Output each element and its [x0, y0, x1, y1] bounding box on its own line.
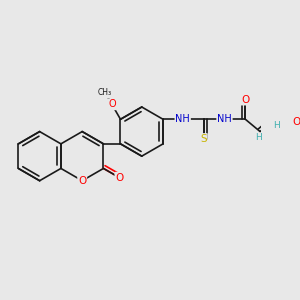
Text: O: O: [115, 172, 124, 183]
Text: H: H: [256, 133, 262, 142]
Text: O: O: [292, 117, 300, 127]
Text: O: O: [101, 88, 109, 98]
Text: O: O: [78, 176, 86, 186]
Text: O: O: [108, 99, 116, 110]
Text: CH₃: CH₃: [98, 88, 112, 97]
Text: NH: NH: [175, 114, 190, 124]
Text: NH: NH: [217, 114, 232, 124]
Text: O: O: [241, 94, 250, 105]
Text: H: H: [273, 121, 279, 130]
Text: S: S: [200, 134, 207, 144]
